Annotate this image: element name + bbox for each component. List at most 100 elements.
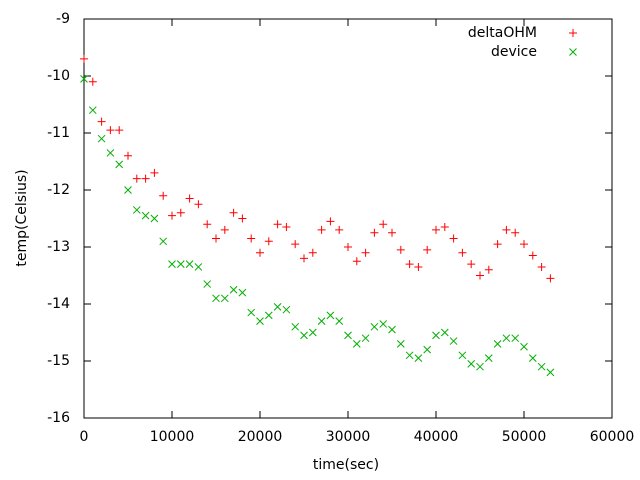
- point: [124, 151, 132, 160]
- point: [229, 208, 238, 217]
- point: [220, 225, 229, 234]
- point: [467, 359, 476, 368]
- point: [440, 328, 449, 337]
- point: [300, 254, 308, 263]
- point: [88, 77, 97, 86]
- y-axis-label: temp(Celsius): [14, 169, 30, 266]
- point: [449, 234, 458, 243]
- point: [484, 354, 493, 363]
- point: [141, 211, 150, 220]
- point: [273, 302, 282, 311]
- point: [132, 174, 141, 183]
- point: [273, 220, 282, 229]
- point: [423, 345, 432, 354]
- point: [308, 328, 317, 337]
- point: [106, 149, 115, 157]
- point: [229, 285, 238, 294]
- point: [502, 225, 511, 234]
- point: [203, 220, 212, 229]
- point: [256, 317, 264, 325]
- legend-label: device: [491, 44, 537, 60]
- point: [440, 223, 449, 232]
- point: [220, 294, 229, 303]
- y-tick-label: -14: [47, 296, 70, 312]
- point: [80, 54, 88, 63]
- y-tick-label: -15: [47, 353, 70, 369]
- point: [528, 251, 537, 260]
- point: [432, 331, 440, 340]
- point: [537, 362, 546, 371]
- point: [361, 334, 370, 343]
- x-tick-label: 30000: [326, 429, 371, 445]
- point: [264, 237, 273, 246]
- y-tick-label: -13: [47, 239, 70, 255]
- point: [256, 248, 264, 257]
- point: [520, 342, 528, 351]
- point: [396, 245, 405, 254]
- point: [168, 260, 176, 268]
- x-axis-label: time(sec): [313, 457, 379, 473]
- point: [449, 337, 458, 345]
- x-tick-label: 50000: [502, 429, 547, 445]
- y-tick-label: -11: [47, 125, 70, 141]
- point: [458, 248, 467, 257]
- point: [502, 334, 511, 343]
- point: [379, 220, 388, 229]
- point: [168, 211, 176, 220]
- point: [414, 262, 423, 271]
- point: [493, 340, 502, 348]
- point: [238, 288, 247, 297]
- point: [141, 174, 150, 183]
- point: [388, 325, 396, 334]
- point: [335, 317, 344, 325]
- point: [414, 354, 423, 363]
- point: [344, 331, 352, 340]
- point: [150, 168, 159, 177]
- point: [300, 331, 308, 340]
- point: [115, 160, 124, 169]
- x-tick-label: 60000: [590, 429, 635, 445]
- point: [159, 191, 168, 200]
- point: [467, 260, 476, 269]
- point: [124, 186, 132, 194]
- point: [537, 262, 546, 271]
- point: [212, 294, 220, 303]
- point: [344, 243, 352, 251]
- point: [326, 311, 335, 320]
- point: [476, 271, 484, 280]
- point: [326, 217, 335, 226]
- point: [247, 234, 256, 243]
- point: [484, 265, 493, 274]
- point: [185, 260, 194, 268]
- point: [352, 340, 361, 348]
- y-tick-label: -10: [47, 68, 70, 84]
- point: [317, 317, 326, 325]
- point: [388, 228, 396, 237]
- point: [132, 206, 141, 214]
- point: [88, 106, 97, 115]
- point: [493, 240, 502, 249]
- point: [212, 234, 220, 243]
- point: [352, 257, 361, 266]
- point: [370, 322, 379, 331]
- point: [476, 362, 484, 371]
- point: [97, 134, 106, 143]
- x-tick-label: 20000: [238, 429, 283, 445]
- point: [194, 263, 203, 271]
- point: [264, 311, 273, 320]
- point: [282, 305, 291, 314]
- point: [405, 351, 414, 360]
- point: [282, 223, 291, 232]
- point: [546, 368, 555, 377]
- y-tick-label: -12: [47, 182, 70, 198]
- point: [405, 260, 414, 269]
- point: [115, 126, 124, 135]
- point: [396, 340, 405, 348]
- point: [335, 225, 344, 234]
- legend-label: deltaOHM: [468, 25, 537, 41]
- point: [176, 260, 185, 268]
- y-tick-label: -9: [56, 11, 70, 27]
- point: [150, 214, 159, 223]
- point: [511, 228, 520, 237]
